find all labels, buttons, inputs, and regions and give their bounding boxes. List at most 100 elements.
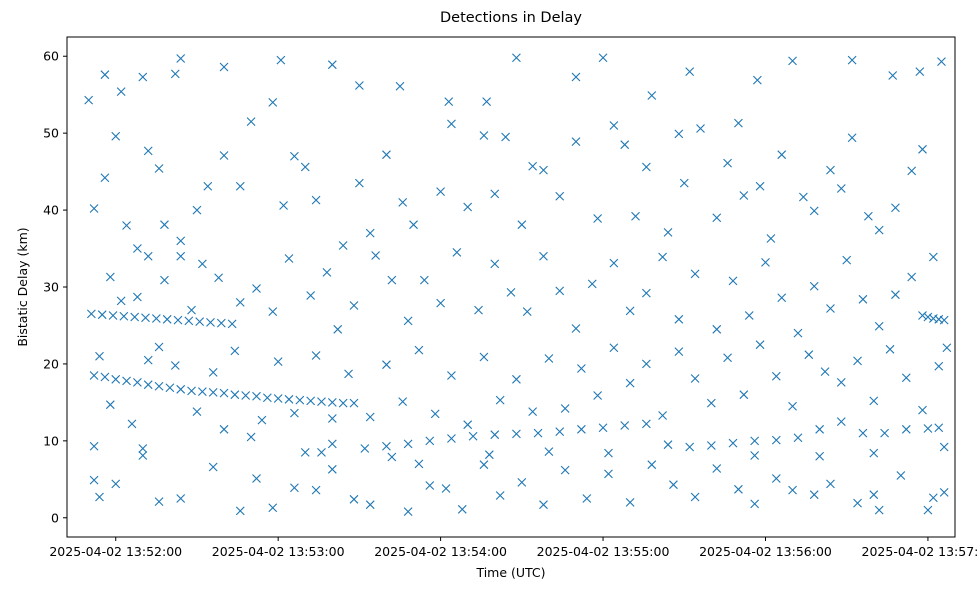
data-point bbox=[208, 387, 218, 397]
data-point bbox=[490, 259, 500, 269]
data-point bbox=[105, 400, 115, 410]
data-point bbox=[382, 441, 391, 451]
data-point bbox=[506, 287, 516, 297]
data-point bbox=[89, 441, 99, 451]
data-point bbox=[706, 398, 716, 408]
data-point bbox=[663, 440, 673, 450]
y-axis-ticks: 0 10 20 30 40 50 60 bbox=[43, 49, 67, 525]
data-point bbox=[176, 251, 186, 261]
data-point bbox=[598, 423, 608, 433]
data-point bbox=[685, 442, 695, 452]
data-point bbox=[939, 442, 949, 452]
data-point bbox=[262, 393, 272, 403]
data-point bbox=[151, 314, 161, 323]
data-point bbox=[609, 121, 619, 130]
data-point bbox=[382, 150, 391, 160]
y-tick-label: 50 bbox=[43, 126, 59, 141]
data-point bbox=[116, 296, 126, 306]
data-point bbox=[133, 377, 142, 387]
x-tick-label: 2025-04-02 13:55:00 bbox=[537, 544, 670, 559]
data-point bbox=[100, 70, 110, 80]
data-point bbox=[403, 507, 413, 517]
data-point bbox=[495, 395, 505, 405]
data-point bbox=[138, 451, 148, 460]
y-tick-label: 40 bbox=[43, 203, 59, 218]
data-point bbox=[939, 315, 949, 325]
data-point bbox=[809, 206, 819, 216]
data-point bbox=[874, 321, 884, 331]
data-point bbox=[512, 374, 521, 384]
data-point bbox=[143, 251, 153, 261]
data-point bbox=[441, 484, 451, 493]
data-point bbox=[501, 132, 510, 142]
data-point bbox=[490, 189, 500, 199]
data-point bbox=[815, 451, 825, 461]
data-point bbox=[744, 311, 754, 320]
data-point bbox=[571, 137, 581, 147]
data-point bbox=[327, 397, 337, 407]
data-point bbox=[425, 481, 435, 490]
data-point bbox=[395, 81, 405, 91]
data-point bbox=[723, 353, 732, 363]
data-point bbox=[436, 187, 445, 197]
data-point bbox=[522, 307, 532, 317]
data-point bbox=[647, 91, 657, 100]
data-point bbox=[133, 292, 142, 302]
data-point bbox=[89, 371, 99, 380]
data-point bbox=[528, 407, 538, 417]
data-point bbox=[728, 276, 738, 286]
data-point bbox=[907, 166, 917, 176]
data-point bbox=[160, 275, 169, 285]
data-point bbox=[468, 431, 478, 441]
data-point bbox=[192, 407, 202, 417]
x-tick-label: 2025-04-02 13:53:00 bbox=[212, 544, 345, 559]
data-point bbox=[577, 364, 586, 373]
data-point bbox=[457, 504, 467, 514]
data-point bbox=[419, 275, 429, 285]
x-tick-label: 2025-04-02 13:54:00 bbox=[374, 544, 507, 559]
data-point bbox=[95, 351, 104, 361]
data-point bbox=[858, 428, 868, 438]
data-point bbox=[479, 352, 489, 362]
data-point bbox=[755, 181, 765, 191]
data-point bbox=[750, 436, 760, 446]
data-point bbox=[463, 420, 473, 430]
data-point bbox=[836, 377, 846, 387]
data-point bbox=[620, 140, 630, 150]
data-point bbox=[403, 316, 413, 326]
data-point bbox=[907, 272, 917, 282]
data-point bbox=[444, 97, 454, 107]
data-point bbox=[349, 398, 359, 408]
data-point bbox=[555, 286, 565, 296]
data-point bbox=[214, 273, 223, 283]
data-point bbox=[712, 464, 722, 473]
data-point bbox=[658, 411, 667, 420]
data-point bbox=[888, 71, 898, 80]
data-point bbox=[338, 241, 348, 250]
chart-title: Detections in Delay bbox=[440, 10, 582, 26]
data-point bbox=[184, 316, 194, 326]
data-point bbox=[755, 340, 765, 350]
x-tick-label: 2025-04-02 13:52:00 bbox=[49, 544, 182, 559]
data-point bbox=[771, 371, 781, 381]
data-point bbox=[869, 490, 879, 500]
data-point bbox=[447, 434, 456, 443]
data-point bbox=[143, 146, 153, 156]
data-point bbox=[165, 383, 175, 393]
data-point bbox=[809, 490, 819, 500]
data-point bbox=[230, 390, 240, 400]
data-point bbox=[311, 195, 321, 205]
data-point bbox=[641, 359, 651, 369]
data-point bbox=[728, 438, 738, 448]
data-point bbox=[577, 424, 586, 434]
data-point bbox=[674, 314, 684, 324]
data-point bbox=[276, 55, 286, 65]
data-point bbox=[928, 252, 938, 262]
data-point bbox=[365, 228, 375, 238]
data-point bbox=[593, 391, 603, 400]
data-point bbox=[192, 205, 202, 215]
data-point bbox=[587, 279, 597, 289]
data-point bbox=[154, 342, 164, 352]
data-point bbox=[398, 397, 408, 407]
data-point bbox=[257, 415, 267, 425]
